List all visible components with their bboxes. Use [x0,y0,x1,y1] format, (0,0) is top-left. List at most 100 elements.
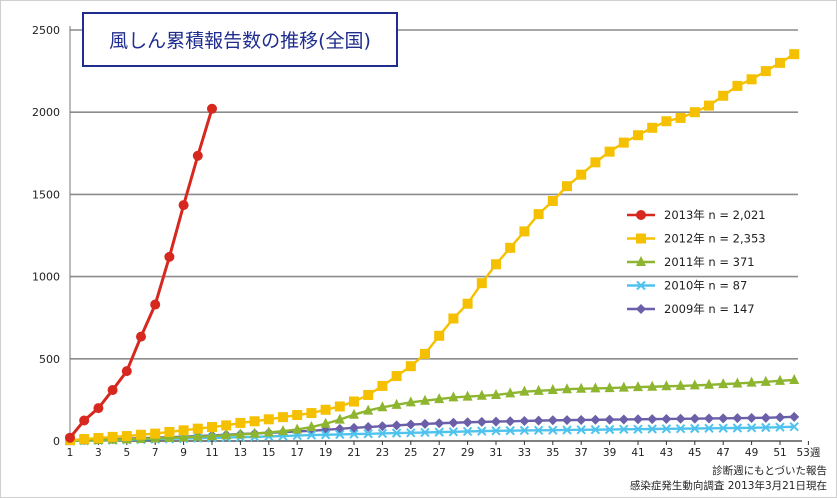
series-3 [65,421,799,446]
data-point [178,425,189,436]
data-point [335,429,345,440]
legend-label: 2013年 n = 2,021 [664,208,766,222]
data-point [476,278,487,289]
data-point [405,396,416,407]
data-point [207,430,217,441]
series-2 [65,374,800,445]
data-point [192,430,203,441]
data-point [562,425,572,435]
data-point [505,387,516,398]
data-point [121,366,132,377]
data-point [576,414,587,425]
data-point [718,423,728,433]
legend: 2013年 n = 2,021 2012年 n = 2,353 2011年 n = … [627,208,766,316]
x-tick-label: 45 [688,447,701,459]
data-point [675,379,686,390]
data-point [420,427,430,438]
data-point [391,371,402,382]
data-point [164,251,175,262]
data-point [647,380,658,391]
data-point [79,434,90,445]
series-0 [65,103,217,443]
data-point [164,426,175,437]
data-point [292,423,303,434]
data-point [746,376,757,387]
x-tick-label: 3 [95,447,102,459]
chart-title: 風しん累積報告数の推移(全国) [109,30,371,52]
series-line [69,378,795,443]
legend-item: 2010年 n = 87 [627,279,747,293]
data-point [647,424,657,434]
data-point [760,66,771,77]
x-tick-label: 11 [205,447,218,459]
y-tick-label: 1500 [32,188,60,201]
data-point [732,377,743,388]
data-point [363,389,374,400]
data-point [377,380,388,391]
data-point [732,80,743,91]
data-point [547,384,558,395]
data-point [718,378,729,389]
data-point [363,429,373,439]
data-point [306,430,317,440]
data-point [618,381,629,392]
data-point [448,417,459,428]
y-tick-label: 2000 [32,106,60,119]
data-point [732,423,743,433]
data-point [477,426,487,436]
x-tick-label: 23 [376,447,389,459]
data-point [320,417,331,428]
legend-swatch-marker [636,256,646,266]
x-tick-label: 51 [773,447,786,459]
data-point [789,49,800,60]
data-point [476,416,487,427]
data-point [647,122,658,133]
data-point [519,385,530,396]
note-line-2: 感染症発生動向調査 2013年3月21日現在 [629,480,827,492]
data-point [448,313,459,324]
data-point [562,181,572,192]
data-point [79,415,90,426]
data-point [349,408,359,419]
x-tick-label: 39 [603,447,616,459]
x-tick-label: 17 [291,447,304,459]
data-point [107,431,118,442]
x-tick-label: 53週 [796,447,820,459]
data-point [207,103,217,114]
data-point [633,414,643,425]
data-point [192,423,203,434]
data-point [633,424,643,434]
x-tick-label: 33 [518,447,531,459]
legend-label: 2009年 n = 147 [664,302,755,316]
legend-label: 2011年 n = 371 [664,255,755,269]
data-point [405,419,416,430]
data-point [675,413,686,424]
data-point [718,413,729,424]
data-point [718,90,729,101]
x-tick-label: 1 [67,447,74,459]
data-point [533,384,544,395]
data-point [491,388,501,399]
series-line [69,53,795,442]
data-point [363,422,374,433]
data-point [405,361,416,372]
data-point [618,137,629,148]
data-point [349,429,359,439]
series-group [65,49,800,446]
x-tick-label: 47 [717,447,730,459]
note-line-1: 診断週にもとづいた報告 [712,465,827,477]
data-point [491,259,501,270]
legend-item: 2011年 n = 371 [627,255,755,269]
data-point [619,424,629,435]
data-point [704,378,714,389]
data-point [548,425,558,435]
data-point [661,424,672,434]
legend-label: 2012年 n = 2,353 [664,232,766,246]
data-point [93,433,104,444]
data-point [462,417,473,428]
data-point [633,130,643,141]
data-point [789,411,800,422]
data-point [207,422,217,433]
x-tick-label: 25 [404,447,417,459]
